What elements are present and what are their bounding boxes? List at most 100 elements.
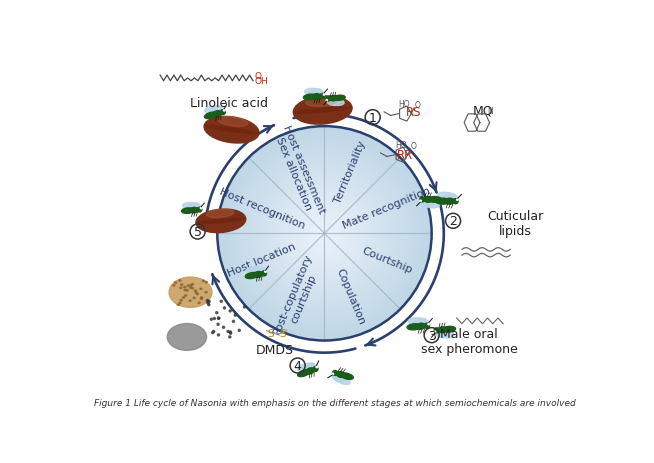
Ellipse shape xyxy=(320,94,325,99)
Circle shape xyxy=(234,314,236,317)
Ellipse shape xyxy=(192,302,194,304)
Circle shape xyxy=(311,220,338,247)
Ellipse shape xyxy=(180,294,182,296)
Circle shape xyxy=(271,180,378,287)
Ellipse shape xyxy=(334,377,349,382)
Text: Linoleic acid: Linoleic acid xyxy=(190,97,269,110)
Ellipse shape xyxy=(330,96,337,102)
Ellipse shape xyxy=(190,298,192,300)
Ellipse shape xyxy=(305,97,338,107)
Circle shape xyxy=(233,143,415,325)
Circle shape xyxy=(290,199,359,269)
Ellipse shape xyxy=(205,106,224,115)
Ellipse shape xyxy=(329,100,341,106)
Text: Copulation: Copulation xyxy=(334,267,366,325)
Ellipse shape xyxy=(176,291,179,293)
Ellipse shape xyxy=(445,199,454,205)
Circle shape xyxy=(317,226,332,242)
Ellipse shape xyxy=(207,220,229,224)
Ellipse shape xyxy=(200,208,201,209)
Text: DMDS: DMDS xyxy=(256,343,294,356)
Ellipse shape xyxy=(408,318,429,326)
Ellipse shape xyxy=(201,301,203,302)
Text: 3: 3 xyxy=(428,329,436,342)
Circle shape xyxy=(230,332,232,335)
Ellipse shape xyxy=(305,89,324,97)
Ellipse shape xyxy=(197,293,199,294)
Ellipse shape xyxy=(187,290,190,292)
Ellipse shape xyxy=(300,110,324,114)
Circle shape xyxy=(218,318,220,319)
Ellipse shape xyxy=(428,324,430,325)
Text: RS: RS xyxy=(406,106,422,119)
Ellipse shape xyxy=(228,219,245,221)
Circle shape xyxy=(249,159,400,309)
Ellipse shape xyxy=(453,199,458,204)
Circle shape xyxy=(322,231,327,237)
Ellipse shape xyxy=(265,271,266,273)
Circle shape xyxy=(216,312,218,314)
Circle shape xyxy=(238,330,240,332)
Ellipse shape xyxy=(438,327,447,333)
Ellipse shape xyxy=(239,131,258,135)
Ellipse shape xyxy=(177,298,179,299)
Ellipse shape xyxy=(245,273,259,279)
Text: S: S xyxy=(267,329,274,338)
Text: Post-copulatory
courtship: Post-copulatory courtship xyxy=(272,252,325,340)
Ellipse shape xyxy=(321,108,345,112)
Ellipse shape xyxy=(192,280,194,281)
Text: HO: HO xyxy=(398,100,410,108)
Ellipse shape xyxy=(220,110,225,115)
Text: N: N xyxy=(487,106,492,115)
Ellipse shape xyxy=(424,197,432,203)
Text: Host recognition: Host recognition xyxy=(218,186,306,230)
Ellipse shape xyxy=(330,107,351,111)
Ellipse shape xyxy=(434,332,436,333)
Circle shape xyxy=(284,194,365,274)
Circle shape xyxy=(232,321,235,323)
Text: Figure 1 Life cycle of Nasonia with emphasis on the different stages at which se: Figure 1 Life cycle of Nasonia with emph… xyxy=(94,398,576,407)
Ellipse shape xyxy=(205,126,224,130)
Ellipse shape xyxy=(199,292,201,294)
Ellipse shape xyxy=(336,372,345,378)
Ellipse shape xyxy=(423,201,437,207)
Ellipse shape xyxy=(203,289,205,290)
Ellipse shape xyxy=(298,370,311,377)
Circle shape xyxy=(244,154,405,314)
Ellipse shape xyxy=(313,94,321,100)
Ellipse shape xyxy=(440,194,455,200)
Circle shape xyxy=(211,319,213,321)
Ellipse shape xyxy=(301,363,313,372)
Ellipse shape xyxy=(323,94,324,96)
Ellipse shape xyxy=(190,291,192,293)
Circle shape xyxy=(287,196,362,271)
Ellipse shape xyxy=(316,366,317,368)
Circle shape xyxy=(276,186,373,282)
Ellipse shape xyxy=(332,373,334,375)
Text: O: O xyxy=(255,72,262,81)
Circle shape xyxy=(217,324,219,325)
Circle shape xyxy=(213,318,215,320)
Text: 2: 2 xyxy=(449,215,457,228)
Ellipse shape xyxy=(191,289,193,291)
Ellipse shape xyxy=(182,208,194,214)
Ellipse shape xyxy=(190,208,198,213)
Circle shape xyxy=(247,156,402,311)
Ellipse shape xyxy=(205,113,218,119)
Ellipse shape xyxy=(306,109,332,113)
Circle shape xyxy=(230,331,232,333)
Ellipse shape xyxy=(216,127,240,132)
Text: O: O xyxy=(415,101,421,110)
Circle shape xyxy=(222,326,224,329)
Text: MQ: MQ xyxy=(473,104,494,117)
Ellipse shape xyxy=(417,324,425,330)
Circle shape xyxy=(220,130,429,338)
Ellipse shape xyxy=(207,210,234,218)
Circle shape xyxy=(222,132,426,335)
Circle shape xyxy=(231,140,419,327)
Ellipse shape xyxy=(178,280,180,282)
Ellipse shape xyxy=(173,297,175,298)
Circle shape xyxy=(300,210,349,258)
Ellipse shape xyxy=(198,221,214,224)
Ellipse shape xyxy=(254,272,263,278)
